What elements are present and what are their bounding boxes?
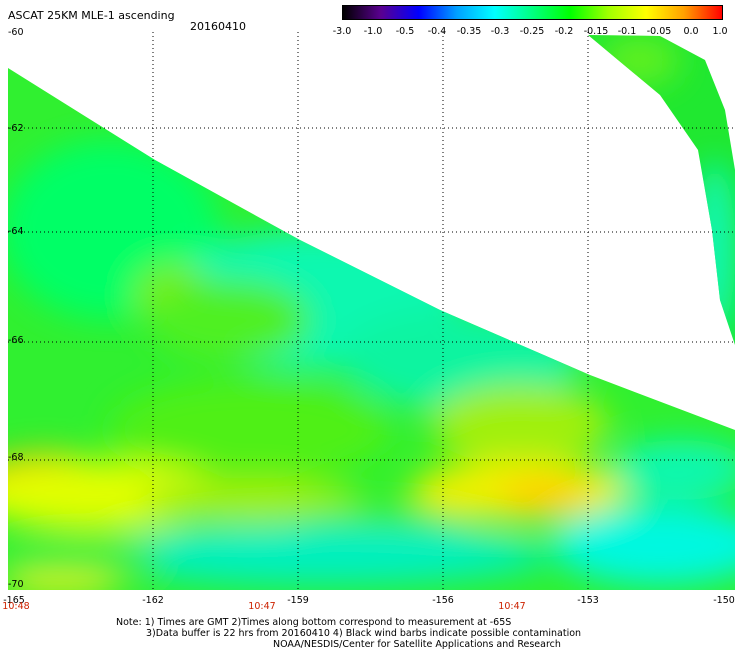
scale-tick: -0.4 — [427, 26, 447, 37]
lat-label: -64 — [8, 226, 24, 237]
scale-tick: -0.35 — [456, 26, 482, 37]
time-label: 10:48 — [2, 601, 30, 612]
lon-label: -159 — [287, 595, 309, 606]
scale-tick: 0.0 — [683, 26, 699, 37]
right-swath — [588, 35, 735, 345]
lon-label: -165 — [3, 595, 25, 606]
chart-title: ASCAT 25KM MLE-1 ascending — [8, 9, 175, 22]
chart-date: 20160410 — [190, 20, 246, 33]
scale-tick: 1.0 — [712, 26, 728, 37]
scale-tick: -0.3 — [490, 26, 510, 37]
lon-label: -156 — [432, 595, 454, 606]
scale-tick: -0.2 — [554, 26, 574, 37]
scale-tick: -1.0 — [363, 26, 383, 37]
scale-tick: -0.25 — [519, 26, 545, 37]
scale-tick: -0.15 — [583, 26, 609, 37]
scale-tick: -3.0 — [332, 26, 352, 37]
lat-label: -62 — [8, 123, 24, 134]
color-scale-bar — [342, 5, 723, 20]
scale-tick: -0.1 — [617, 26, 637, 37]
lon-label: -162 — [142, 595, 164, 606]
lat-label: -70 — [8, 579, 24, 590]
lon-label: -153 — [577, 595, 599, 606]
lon-label: -150 — [713, 595, 735, 606]
note-line-2: 3)Data buffer is 22 hrs from 20160410 4)… — [146, 628, 582, 639]
scale-tick: -0.05 — [646, 26, 672, 37]
note-line-1: Note: 1) Times are GMT 2)Times along bot… — [116, 617, 512, 628]
main-swath — [8, 68, 735, 590]
grid-lines — [8, 32, 735, 590]
time-label: 10:47 — [498, 601, 526, 612]
scale-tick: -0.5 — [395, 26, 415, 37]
time-label: 10:47 — [248, 601, 276, 612]
note-line-3: NOAA/NESDIS/Center for Satellite Applica… — [273, 639, 561, 650]
lat-label: -60 — [8, 27, 24, 38]
lat-label: -68 — [8, 452, 24, 463]
lat-label: -66 — [8, 335, 24, 346]
